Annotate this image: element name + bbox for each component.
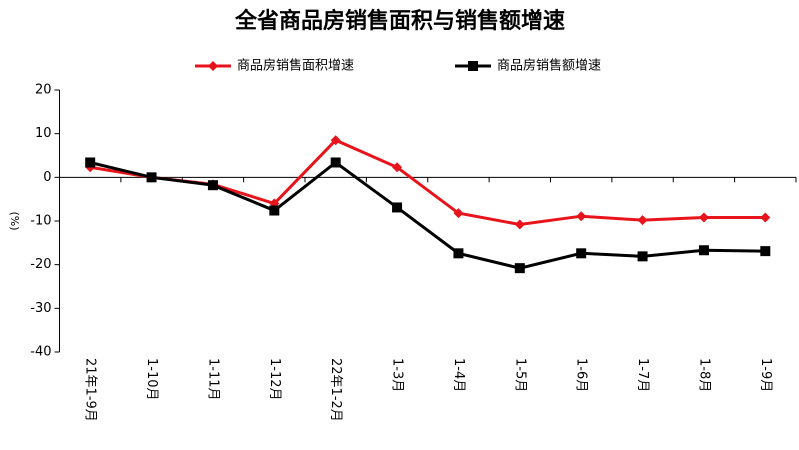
- marker: [760, 246, 771, 257]
- marker: [392, 202, 403, 213]
- marker: [760, 212, 771, 223]
- legend-label: 商品房销售面积增速: [237, 58, 354, 74]
- marker: [85, 157, 96, 168]
- marker: [207, 180, 218, 191]
- chart-title: 全省商品房销售面积与销售额增速: [234, 8, 565, 34]
- y-tick-label: -10: [30, 214, 51, 229]
- legend-label: 商品房销售额增速: [497, 58, 601, 74]
- x-tick-label: 1-7月: [635, 358, 650, 392]
- x-tick-label: 21年1-9月: [83, 358, 98, 422]
- x-tick-label: 1-11月: [205, 358, 220, 401]
- x-tick-label: 1-5月: [512, 358, 527, 392]
- marker: [698, 245, 709, 256]
- marker: [637, 251, 648, 262]
- y-tick-label: -40: [30, 345, 51, 360]
- y-tick-label: -30: [30, 301, 51, 316]
- x-tick-label: 1-10月: [144, 358, 159, 401]
- y-tick-label: 0: [43, 170, 51, 185]
- series-line: [89, 160, 766, 270]
- marker: [576, 211, 587, 222]
- marker: [576, 248, 587, 259]
- x-tick-label: 1-4月: [451, 358, 466, 392]
- x-tick-label: 22年1-2月: [328, 358, 343, 422]
- marker: [698, 212, 709, 223]
- marker: [637, 215, 648, 226]
- marker: [453, 248, 464, 259]
- x-tick-label: 1-6月: [574, 358, 589, 392]
- marker: [468, 61, 478, 71]
- marker: [330, 135, 341, 146]
- y-tick-label: -20: [30, 257, 51, 272]
- y-tick-label: 10: [35, 126, 52, 141]
- y-axis-label: (%): [8, 211, 21, 230]
- x-tick-label: 1-12月: [267, 358, 282, 401]
- marker: [208, 61, 218, 71]
- marker: [453, 208, 464, 219]
- x-tick-label: 1-8月: [696, 358, 711, 392]
- marker: [269, 205, 280, 216]
- x-tick-label: 1-9月: [758, 358, 773, 392]
- marker: [392, 162, 403, 173]
- marker: [330, 157, 341, 168]
- marker: [514, 219, 525, 230]
- x-tick-label: 1-3月: [390, 358, 405, 392]
- marker: [514, 263, 525, 274]
- y-tick-label: 20: [35, 83, 52, 98]
- marker: [146, 172, 157, 183]
